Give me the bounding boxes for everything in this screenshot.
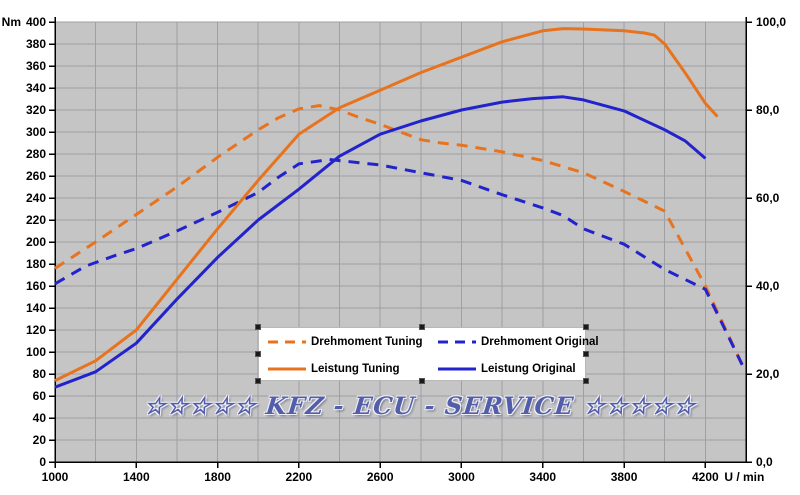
series-line-leistung-tuning[interactable]	[54, 27, 719, 382]
selection-handle[interactable]	[583, 351, 589, 357]
selection-handle[interactable]	[255, 351, 261, 357]
y-left-tick-label: 340	[26, 81, 46, 95]
selection-handle[interactable]	[583, 378, 589, 384]
y-left-tick-label: 160	[26, 279, 46, 293]
y-left-tick-label: 380	[26, 37, 46, 51]
legend-item-drehmoment-original[interactable]: Drehmoment Original	[429, 328, 599, 355]
y-left-tick-label: 120	[26, 323, 46, 337]
y-left-tick-label: 240	[26, 191, 46, 205]
axes	[54, 17, 747, 463]
selection-handle[interactable]	[255, 324, 261, 330]
x-tick-label: 3800	[611, 470, 638, 484]
y-left-tick-label: 140	[26, 301, 46, 315]
x-tick-label: 1800	[204, 470, 231, 484]
x-axis-title: U / min	[724, 470, 764, 484]
y-left-tick-label: 360	[26, 59, 46, 73]
gridlines	[55, 21, 747, 462]
legend-label: Drehmoment Tuning	[311, 335, 423, 348]
y-left-tick-label: 100	[26, 345, 46, 359]
legend-line-sample-icon	[268, 367, 306, 370]
legend-label: Drehmoment Original	[481, 335, 599, 348]
y-right-tick-label: 40,0	[756, 279, 780, 293]
series-line-leistung-original[interactable]	[54, 95, 707, 389]
x-tick-label: 2200	[286, 470, 313, 484]
legend-item-drehmoment-tuning[interactable]: Drehmoment Tuning	[259, 328, 429, 355]
selection-handle[interactable]	[255, 378, 261, 384]
y-left-tick-label: 200	[26, 235, 46, 249]
y-left-tick-label: 0	[39, 455, 46, 469]
y-left-tick-label: 180	[26, 257, 46, 271]
legend-label: Leistung Tuning	[311, 362, 400, 375]
y-left-tick-label: 280	[26, 147, 46, 161]
y-left-tick-label: 40	[33, 411, 47, 425]
legend-label: Leistung Original	[481, 362, 576, 375]
x-tick-label: 3400	[529, 470, 556, 484]
y-left-tick-label: 300	[26, 125, 46, 139]
y-left-tick-label: 60	[33, 389, 47, 403]
series-line-drehmoment-tuning[interactable]	[54, 104, 746, 370]
y-left-tick-label: 220	[26, 213, 46, 227]
legend-line-sample-icon	[438, 340, 476, 343]
legend-item-leistung-original[interactable]: Leistung Original	[429, 355, 599, 382]
series-line-drehmoment-original[interactable]	[54, 158, 746, 370]
y-right-tick-label: 60,0	[756, 191, 780, 205]
x-tick-label: 2600	[367, 470, 394, 484]
x-tick-label: 3000	[448, 470, 475, 484]
y-left-tick-label: 260	[26, 169, 46, 183]
y-left-tick-label: 320	[26, 103, 46, 117]
y-left-axis-title: Nm	[2, 15, 21, 29]
chart-legend[interactable]: Drehmoment Tuning Drehmoment Original Le…	[255, 324, 599, 384]
legend-line-sample-icon	[268, 340, 306, 343]
selection-handle[interactable]	[419, 378, 425, 384]
x-tick-label: 4200	[692, 470, 719, 484]
legend-item-leistung-tuning[interactable]: Leistung Tuning	[259, 355, 429, 382]
y-right-tick-label: 20,0	[756, 367, 780, 381]
y-right-tick-label: 100,0	[756, 15, 786, 29]
y-left-tick-label: 20	[33, 433, 47, 447]
y-left-tick-label: 400	[26, 15, 46, 29]
y-right-tick-label: 80,0	[756, 103, 780, 117]
y-right-tick-label: 0,0	[756, 455, 773, 469]
y-left-tick-label: 80	[33, 367, 47, 381]
x-tick-label: 1000	[42, 470, 69, 484]
legend-line-sample-icon	[438, 367, 476, 370]
selection-handle[interactable]	[419, 324, 425, 330]
selection-handle[interactable]	[583, 324, 589, 330]
x-tick-label: 1400	[123, 470, 150, 484]
